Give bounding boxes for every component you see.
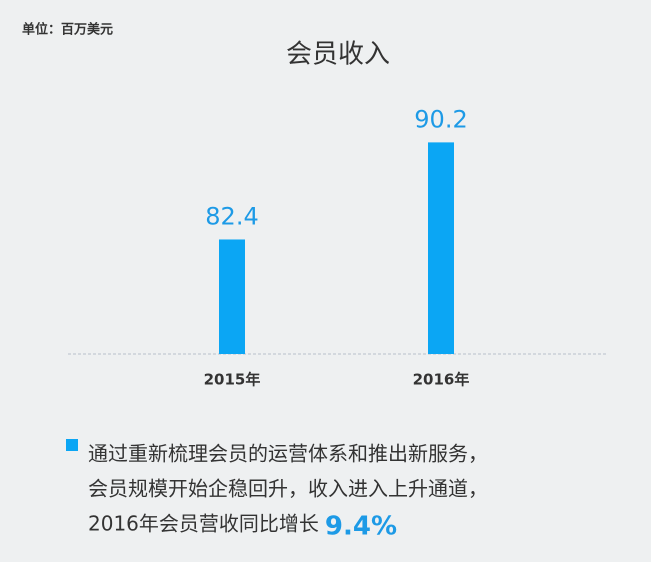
- x-tick-label: 2015年: [204, 371, 261, 389]
- bullet: [66, 439, 78, 451]
- annotation-line: 通过重新梳理会员的运营体系和推出新服务，: [88, 442, 488, 466]
- value-label: 90.2: [414, 105, 467, 133]
- annotation-line: 2016年会员营收同比增长: [88, 512, 319, 536]
- chart-title: 会员收入: [286, 40, 390, 70]
- unit-label: 单位：百万美元: [22, 22, 113, 38]
- annotation-highlight: 9.4%: [325, 512, 397, 542]
- bar: [219, 239, 245, 354]
- bar: [428, 142, 454, 354]
- x-tick-label: 2016年: [413, 371, 470, 389]
- annotation-line: 会员规模开始企稳回升，收入进入上升通道，: [88, 477, 488, 501]
- value-label: 82.4: [205, 202, 258, 230]
